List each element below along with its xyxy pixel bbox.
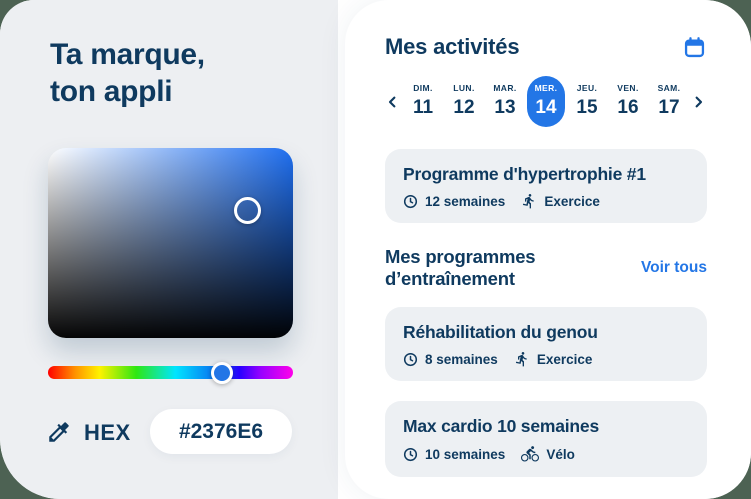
day-label: JEU. (576, 83, 598, 93)
hue-slider[interactable] (48, 361, 293, 384)
saturation-picker[interactable] (48, 148, 293, 338)
activities-header: Mes activités (385, 34, 707, 60)
programs-title: Mes programmes d’entraînement (385, 246, 536, 290)
day-number: 12 (453, 97, 475, 118)
activities-panel: Mes activités DIM. 11 LUN. 12 (345, 0, 751, 499)
day-number: 17 (658, 97, 680, 118)
headline: Ta marque, ton appli (50, 36, 205, 110)
day-mer-14-selected[interactable]: MER. 14 (527, 76, 565, 127)
programs-title-line1: Mes programmes (385, 246, 536, 267)
card-title: Réhabilitation du genou (403, 322, 598, 342)
day-lun-12[interactable]: LUN. 12 (445, 76, 483, 127)
card-duration: 10 semaines (425, 446, 506, 462)
day-ven-16[interactable]: VEN. 16 (609, 76, 647, 127)
clock-icon (403, 194, 418, 209)
eyedropper-icon[interactable] (46, 419, 72, 445)
day-label: MAR. (493, 83, 517, 93)
headline-line1: Ta marque, (50, 38, 205, 71)
activities-title: Mes activités (385, 34, 520, 59)
program-card-max-cardio[interactable]: Max cardio 10 semaines 10 semaines Vélo (385, 401, 707, 477)
day-label: LUN. (453, 83, 475, 93)
runner-icon (521, 193, 537, 209)
card-meta: 12 semaines Exercice (403, 193, 689, 209)
hex-value-input[interactable]: #2376E6 (150, 409, 292, 454)
bike-icon (521, 445, 540, 463)
branding-panel: Ta marque, ton appli HEX #2376E6 (0, 0, 338, 499)
see-all-link[interactable]: Voir tous (640, 259, 707, 276)
hex-label: HEX (84, 420, 131, 445)
day-number: 14 (535, 97, 557, 118)
card-duration: 8 semaines (425, 351, 498, 367)
runner-icon (514, 351, 530, 367)
clock-icon (403, 447, 418, 462)
hex-row: HEX #2376E6 (46, 406, 294, 456)
programs-section-header: Mes programmes d’entraînement Voir tous (385, 246, 707, 290)
clock-icon (403, 352, 418, 367)
day-number: 15 (576, 97, 598, 118)
chevron-left-icon[interactable] (385, 92, 401, 112)
program-card-rehabilitation[interactable]: Réhabilitation du genou 8 semaines Exerc… (385, 307, 707, 381)
day-jeu-15[interactable]: JEU. 15 (568, 76, 606, 127)
headline-line2: ton appli (50, 75, 173, 108)
card-title: Max cardio 10 semaines (403, 416, 599, 436)
card-activity-type: Exercice (544, 193, 600, 209)
picker-selector-thumb[interactable] (234, 197, 261, 224)
day-dim-11[interactable]: DIM. 11 (404, 76, 442, 127)
hue-slider-thumb[interactable] (211, 361, 233, 384)
day-number: 11 (412, 97, 434, 118)
day-mar-13[interactable]: MAR. 13 (486, 76, 524, 127)
card-meta: 10 semaines Vélo (403, 445, 689, 463)
card-duration: 12 semaines (425, 193, 506, 209)
day-label: SAM. (657, 83, 681, 93)
card-title: Programme d'hypertrophie #1 (403, 164, 646, 184)
chevron-right-icon[interactable] (691, 92, 707, 112)
day-label: DIM. (413, 83, 433, 93)
day-sam-17[interactable]: SAM. 17 (650, 76, 688, 127)
card-activity-type: Vélo (546, 446, 575, 462)
week-selector: DIM. 11 LUN. 12 MAR. 13 MER. 14 JEU. 15 … (385, 76, 707, 127)
activity-card-hypertrophie[interactable]: Programme d'hypertrophie #1 12 semaines … (385, 149, 707, 223)
day-label: MER. (534, 83, 558, 93)
card-activity-type: Exercice (536, 351, 593, 367)
day-number: 13 (494, 97, 516, 118)
programs-title-line2: d’entraînement (385, 268, 515, 289)
card-meta: 8 semaines Exercice (403, 351, 689, 367)
day-label: VEN. (617, 83, 639, 93)
calendar-icon[interactable] (683, 35, 707, 59)
day-number: 16 (617, 97, 639, 118)
